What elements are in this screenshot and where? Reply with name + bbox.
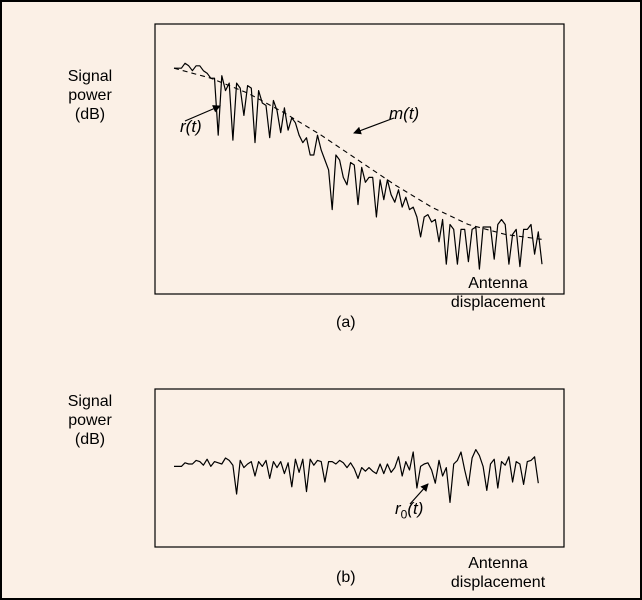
x-axis-label-b: Antenna displacement xyxy=(428,554,568,592)
annotation-r-t: r(t) xyxy=(180,117,202,136)
y-axis-label-b-line-1: Signal xyxy=(67,393,113,410)
y-axis-label-a: Signal power (dB) xyxy=(60,67,120,124)
series-line-mt xyxy=(173,67,543,240)
y-axis-label-b-line-2: power xyxy=(68,412,112,429)
y-axis-label-b: Signal power (dB) xyxy=(60,392,120,449)
annotation-r0-t-base: r xyxy=(395,499,401,518)
series-line-rt xyxy=(174,62,543,270)
plot-area xyxy=(154,388,565,548)
y-axis-label-a-line-1: Signal xyxy=(67,68,113,85)
x-axis-label-b-line-1: Antenna xyxy=(468,555,528,572)
x-axis-label-a: Antenna displacement xyxy=(428,274,568,312)
series-line-r0t xyxy=(174,449,539,503)
y-axis-label-a-line-3: (dB) xyxy=(74,106,106,123)
annotation-arrow xyxy=(409,483,429,505)
annotation-arrow xyxy=(184,105,221,122)
x-axis-label-b-line-2: displacement xyxy=(450,574,546,591)
x-axis-label-a-line-2: displacement xyxy=(450,294,546,311)
annotation-r0-t: r0(t) xyxy=(395,499,423,521)
x-axis-label-a-line-1: Antenna xyxy=(468,275,528,292)
annotation-m-t: m(t) xyxy=(389,104,420,123)
panel-label-b: (b) xyxy=(336,569,356,586)
y-axis-label-a-line-2: power xyxy=(68,87,112,104)
annotation-r0-t-subscript: 0 xyxy=(400,507,408,522)
annotation-arrow xyxy=(353,117,395,135)
annotation-r0-t-suffix: (t) xyxy=(407,499,424,518)
panel-label-a: (a) xyxy=(336,314,356,331)
y-axis-label-b-line-3: (dB) xyxy=(74,431,106,448)
